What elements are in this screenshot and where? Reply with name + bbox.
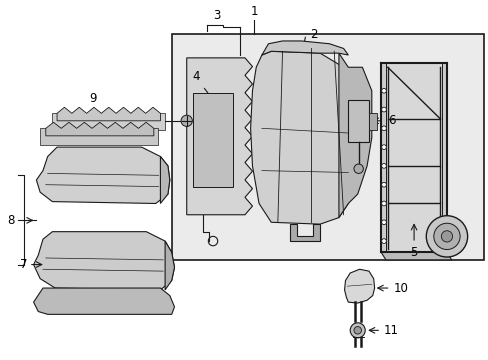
Polygon shape <box>186 58 252 215</box>
Polygon shape <box>344 269 374 303</box>
Text: 5: 5 <box>409 246 417 259</box>
Text: 6: 6 <box>387 114 394 127</box>
Circle shape <box>381 163 386 168</box>
Circle shape <box>353 327 361 334</box>
Text: 8: 8 <box>7 214 15 227</box>
Circle shape <box>381 220 386 225</box>
Bar <box>40 128 157 145</box>
Circle shape <box>181 115 192 126</box>
Polygon shape <box>57 107 160 121</box>
Text: 9: 9 <box>89 92 96 105</box>
Bar <box>171 34 483 260</box>
Circle shape <box>381 239 386 243</box>
Circle shape <box>381 145 386 149</box>
Circle shape <box>381 126 386 131</box>
Polygon shape <box>34 288 174 314</box>
Polygon shape <box>289 224 320 241</box>
Circle shape <box>441 231 452 242</box>
Circle shape <box>349 323 365 338</box>
Polygon shape <box>381 63 385 252</box>
Polygon shape <box>338 53 371 217</box>
Polygon shape <box>381 252 451 260</box>
Bar <box>381 63 446 252</box>
Circle shape <box>381 89 386 93</box>
Polygon shape <box>165 241 174 290</box>
Bar <box>52 113 165 130</box>
Bar <box>368 113 376 130</box>
Polygon shape <box>34 232 174 290</box>
Circle shape <box>353 164 363 174</box>
Polygon shape <box>262 41 347 55</box>
Circle shape <box>426 216 467 257</box>
Bar <box>193 93 232 186</box>
Text: 7: 7 <box>20 258 27 271</box>
Polygon shape <box>441 63 446 252</box>
Polygon shape <box>36 147 169 203</box>
Circle shape <box>381 183 386 187</box>
Text: 11: 11 <box>383 324 398 337</box>
Circle shape <box>381 201 386 206</box>
Polygon shape <box>160 157 169 203</box>
Text: 3: 3 <box>213 9 220 22</box>
Text: 1: 1 <box>250 5 258 18</box>
Text: 4: 4 <box>192 70 200 83</box>
Circle shape <box>433 223 459 249</box>
Text: 10: 10 <box>393 282 407 294</box>
Circle shape <box>381 107 386 112</box>
Text: 2: 2 <box>309 28 317 41</box>
Polygon shape <box>46 122 154 136</box>
Bar <box>347 100 368 143</box>
Polygon shape <box>250 51 349 224</box>
